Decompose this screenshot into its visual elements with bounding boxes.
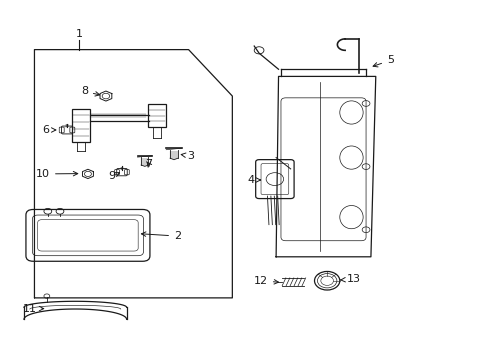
- Text: 6: 6: [42, 125, 56, 135]
- Text: 11: 11: [22, 303, 43, 314]
- Text: 3: 3: [181, 151, 194, 161]
- Text: 1: 1: [76, 29, 82, 39]
- Text: 9: 9: [108, 171, 119, 181]
- Bar: [72, 109, 90, 143]
- Text: 2: 2: [141, 231, 181, 241]
- Text: 5: 5: [372, 55, 393, 67]
- Text: 8: 8: [81, 86, 100, 96]
- Bar: [147, 104, 166, 127]
- Text: 4: 4: [246, 175, 260, 185]
- Text: 10: 10: [36, 169, 78, 179]
- Text: 13: 13: [340, 274, 360, 284]
- Text: 12: 12: [253, 276, 278, 286]
- Text: 7: 7: [144, 159, 152, 169]
